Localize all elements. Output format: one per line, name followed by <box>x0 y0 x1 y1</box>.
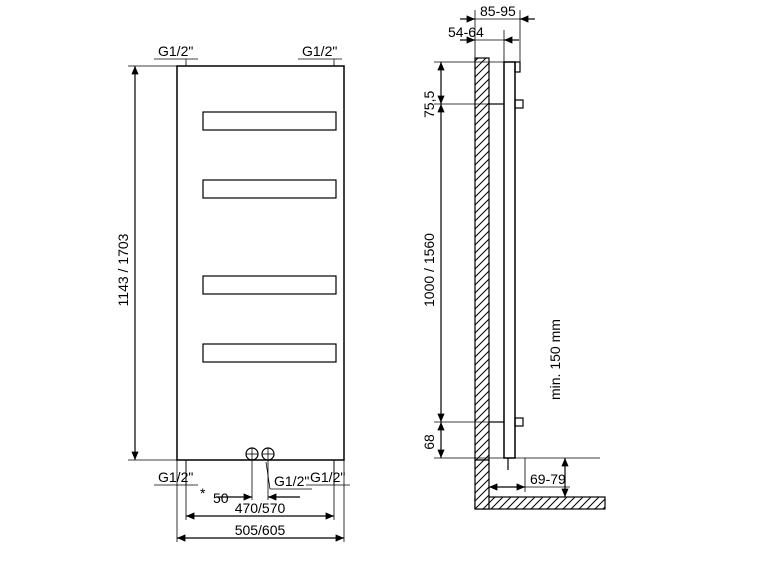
width-outer: 505/605 <box>235 522 286 538</box>
drawing-canvas: G1/2" G1/2" G1/2" G1/2" G1/2" 1143 / 170… <box>0 0 772 579</box>
floor <box>475 497 605 509</box>
thread-bl: G1/2" <box>158 469 193 485</box>
top-dim-outer: 85-95 <box>480 3 516 19</box>
side-view: 85-95 54-64 75,5 1000 / 1560 68 69-79 mi… <box>421 3 605 509</box>
thread-tr: G1/2" <box>302 43 337 59</box>
panel <box>504 62 515 458</box>
front-view: G1/2" G1/2" G1/2" G1/2" G1/2" 1143 / 170… <box>115 43 350 542</box>
slot-3 <box>203 276 336 294</box>
top-dim-inner: 54-64 <box>448 24 484 40</box>
slot-1 <box>203 112 336 130</box>
wall <box>475 58 489 460</box>
slot-2 <box>203 180 336 198</box>
slot-4 <box>203 344 336 362</box>
center-offset: 50 <box>213 490 229 506</box>
thread-tl: G1/2" <box>158 43 193 59</box>
lower-offset: 68 <box>421 434 437 450</box>
vertical-span: 1000 / 1560 <box>421 233 437 307</box>
width-inner: 470/570 <box>235 500 286 516</box>
upper-offset: 75,5 <box>421 91 437 118</box>
thread-bc: G1/2" <box>274 473 309 489</box>
min-height: min. 150 mm <box>547 319 563 400</box>
thread-br: G1/2" <box>310 469 345 485</box>
wall-gap: 69-79 <box>530 471 566 487</box>
height-label: 1143 / 1703 <box>115 233 131 306</box>
asterisk: * <box>200 485 206 501</box>
